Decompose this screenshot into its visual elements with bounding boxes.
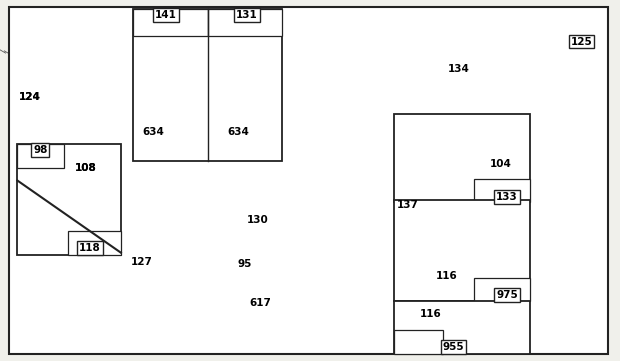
Bar [474, 179, 530, 202]
Text: 634: 634 [228, 127, 250, 137]
Text: 108: 108 [74, 163, 97, 173]
Polygon shape [425, 27, 437, 36]
Text: 98: 98 [33, 145, 48, 155]
Text: 141: 141 [155, 10, 177, 20]
Bar [17, 144, 121, 255]
Bar [133, 9, 282, 161]
Text: 127: 127 [130, 257, 153, 267]
Text: 955: 955 [443, 342, 464, 352]
Bar [68, 231, 121, 255]
Bar [208, 9, 282, 36]
Text: 124: 124 [19, 92, 41, 103]
Text: 131: 131 [236, 10, 258, 20]
Text: 133: 133 [496, 192, 518, 202]
Bar [394, 301, 530, 354]
Text: 137: 137 [397, 200, 419, 210]
Text: 124: 124 [19, 92, 41, 103]
Text: 125: 125 [570, 36, 593, 47]
Text: 634: 634 [143, 127, 165, 137]
Bar [394, 330, 443, 354]
Text: 975: 975 [496, 290, 518, 300]
Text: 104: 104 [490, 159, 512, 169]
Bar [133, 9, 208, 36]
Text: 134: 134 [448, 64, 470, 74]
Text: 95: 95 [237, 258, 252, 269]
Bar [133, 161, 388, 352]
Bar [394, 114, 530, 202]
Text: eReplacementParts.com: eReplacementParts.com [216, 184, 404, 199]
Bar [474, 278, 530, 301]
Text: 116: 116 [420, 309, 442, 319]
Text: 116: 116 [435, 271, 458, 281]
Bar [394, 200, 530, 301]
Text: 108: 108 [74, 163, 97, 173]
Text: 118: 118 [79, 243, 101, 253]
Text: 617: 617 [249, 298, 272, 308]
Bar [17, 144, 64, 168]
Text: 130: 130 [246, 215, 268, 225]
